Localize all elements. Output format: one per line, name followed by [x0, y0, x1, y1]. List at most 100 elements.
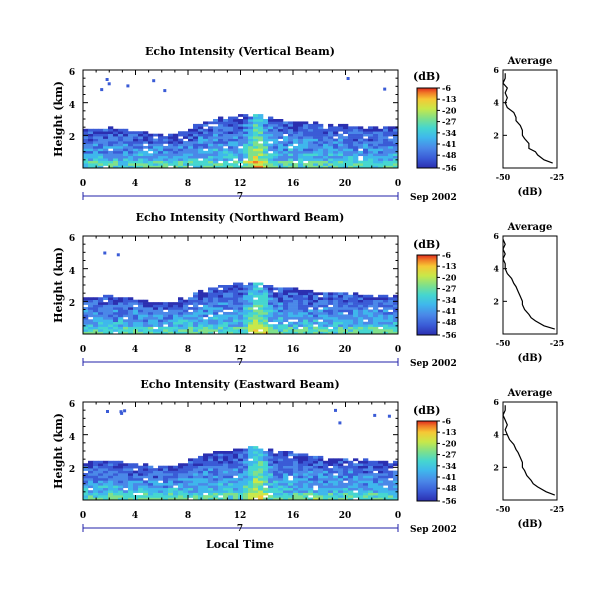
heatmap-cell — [153, 148, 159, 152]
heatmap-cell — [118, 165, 124, 169]
heatmap-cell — [348, 487, 354, 491]
heatmap-cell — [183, 311, 189, 315]
heatmap-cell — [113, 143, 119, 147]
heatmap-cell — [328, 123, 334, 127]
heatmap-cell — [383, 158, 389, 161]
heatmap-cell — [193, 495, 199, 498]
heatmap-cell — [258, 324, 264, 327]
heatmap-cell — [283, 307, 289, 310]
heatmap-cell — [253, 119, 259, 122]
heatmap-cell — [323, 145, 329, 149]
heatmap-cell — [268, 299, 274, 303]
heatmap-cell — [143, 158, 149, 161]
heatmap-cell — [118, 319, 124, 323]
heatmap-cell — [118, 468, 124, 471]
colorbar-tick-label: -27 — [442, 284, 456, 294]
heatmap-cell — [193, 490, 199, 493]
heatmap-cell — [173, 477, 179, 481]
heatmap-cell — [223, 321, 229, 325]
heatmap-cell — [393, 460, 399, 464]
heatmap-cell — [283, 131, 289, 134]
heatmap-cell — [98, 463, 104, 466]
heatmap-cell — [393, 150, 399, 154]
heatmap-cell — [128, 497, 134, 501]
heatmap-cell — [273, 131, 279, 134]
heatmap-cell — [198, 470, 204, 474]
heatmap-cell — [153, 155, 159, 159]
heatmap-cell — [298, 141, 304, 144]
heatmap-cell — [393, 128, 399, 132]
heatmap-cell — [393, 316, 399, 320]
heatmap-cell — [243, 119, 249, 122]
heatmap-cell — [163, 311, 169, 315]
heatmap-cell — [293, 150, 299, 154]
heatmap-cell — [353, 155, 359, 159]
heatmap-cell — [278, 297, 284, 300]
heatmap-cell — [258, 114, 264, 117]
heatmap-cell — [113, 492, 119, 496]
heatmap-cell — [163, 495, 169, 498]
heatmap-cell — [368, 143, 374, 147]
heatmap-cell — [223, 292, 229, 296]
heatmap-cell — [383, 165, 389, 169]
heatmap-cell — [328, 319, 334, 323]
heatmap-cell — [208, 299, 214, 303]
heatmap-cell — [123, 160, 129, 164]
heatmap-cell — [153, 485, 159, 489]
heatmap-cell — [348, 497, 354, 501]
heatmap-cell — [308, 485, 314, 489]
heatmap-cell — [178, 490, 184, 493]
heatmap-cell — [273, 302, 279, 305]
heatmap-cell — [353, 138, 359, 142]
heatmap-cell — [223, 163, 229, 166]
heatmap-cell — [388, 145, 394, 149]
heatmap-cell — [183, 141, 189, 144]
heatmap-cell — [378, 153, 384, 157]
heatmap-cell — [208, 311, 214, 315]
heatmap-cell — [223, 482, 229, 486]
heatmap-cell — [298, 289, 304, 293]
heatmap-cell — [318, 299, 324, 303]
heatmap-cell — [263, 329, 269, 332]
heatmap-cell — [328, 485, 334, 489]
heatmap-cell — [233, 492, 239, 496]
heatmap-cell — [308, 297, 314, 300]
heatmap-cell — [308, 145, 314, 149]
heatmap-cell — [373, 477, 379, 481]
heatmap-cell — [203, 468, 209, 471]
heatmap-cell — [263, 131, 269, 134]
heatmap-cell — [238, 294, 244, 298]
heatmap-cell — [348, 319, 354, 323]
heatmap-cell — [348, 316, 354, 320]
heatmap-cell — [153, 475, 159, 479]
heatmap-cell — [248, 126, 254, 130]
heatmap-cell — [383, 477, 389, 481]
heatmap-cell — [268, 497, 274, 501]
heatmap-cell — [268, 163, 274, 166]
heatmap-cell — [388, 163, 394, 166]
heatmap-cell — [83, 497, 89, 501]
heatmap-cell — [138, 131, 144, 134]
heatmap-cell — [303, 121, 309, 125]
heatmap-cell — [288, 150, 294, 154]
heatmap-cell — [248, 307, 254, 310]
heatmap-cell — [238, 307, 244, 310]
heatmap-cell — [143, 314, 149, 318]
heatmap-cell — [183, 497, 189, 501]
heatmap-cell — [253, 329, 259, 332]
heatmap-cell — [118, 163, 124, 166]
colorbar-gradient — [416, 420, 438, 502]
heatmap-cell — [183, 160, 189, 164]
heatmap-cell — [273, 126, 279, 130]
heatmap-cell — [293, 141, 299, 144]
heatmap-cell — [358, 490, 364, 493]
heatmap-cell — [208, 163, 214, 166]
heatmap-cell — [278, 465, 284, 469]
heatmap-cell — [93, 155, 99, 159]
heatmap-cell — [168, 465, 174, 469]
heatmap-cell — [83, 485, 89, 489]
heatmap-cell — [333, 148, 339, 152]
heatmap-cell — [83, 302, 89, 305]
heatmap-cell — [313, 160, 319, 164]
heatmap-cell — [253, 285, 259, 288]
